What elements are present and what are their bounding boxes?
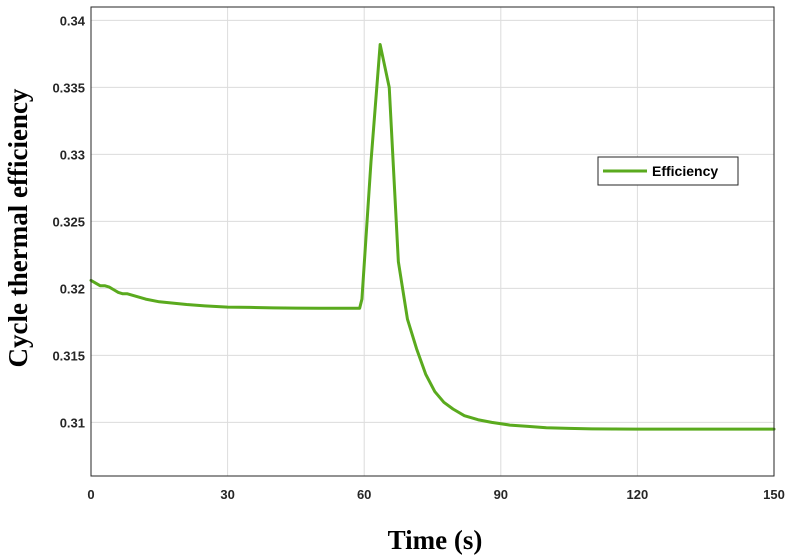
plot-area xyxy=(91,7,774,476)
y-tick-label: 0.325 xyxy=(52,214,85,229)
x-tick-label: 120 xyxy=(627,487,649,502)
y-tick-label: 0.33 xyxy=(60,147,85,162)
y-axis-title: Cycle thermal efficiency xyxy=(3,88,33,367)
series-group xyxy=(89,43,776,431)
x-axis-title: Time (s) xyxy=(388,525,483,555)
series-line-efficiency xyxy=(89,43,776,431)
y-tick-label: 0.335 xyxy=(52,80,85,95)
x-tick-label: 60 xyxy=(357,487,371,502)
y-tick-label: 0.31 xyxy=(60,415,85,430)
x-tick-label: 90 xyxy=(494,487,508,502)
y-tick-labels: 0.31 0.315 0.32 0.325 0.33 0.335 0.34 xyxy=(52,13,85,430)
y-tick-label: 0.34 xyxy=(60,13,86,28)
x-tick-labels: 0 30 60 90 120 150 xyxy=(87,487,784,502)
y-tick-label: 0.315 xyxy=(52,348,85,363)
x-tick-label: 30 xyxy=(220,487,234,502)
y-tick-label: 0.32 xyxy=(60,281,85,296)
legend: Efficiency xyxy=(597,156,739,186)
legend-label: Efficiency xyxy=(652,163,718,179)
x-tick-label: 0 xyxy=(87,487,94,502)
x-tick-label: 150 xyxy=(763,487,785,502)
plot-frame xyxy=(90,6,775,477)
